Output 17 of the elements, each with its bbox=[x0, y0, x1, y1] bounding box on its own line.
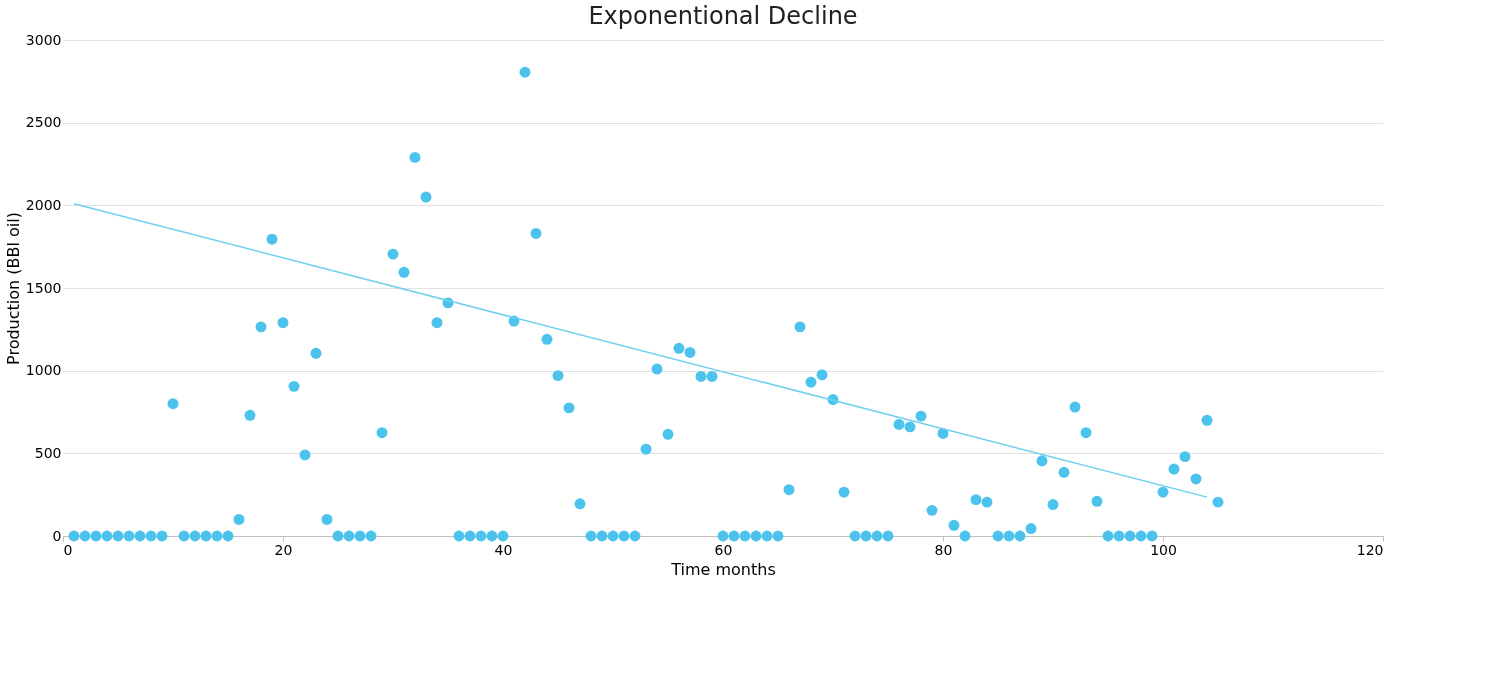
x-tick-label: 60 bbox=[714, 541, 733, 558]
y-tick-label: 0 bbox=[52, 527, 62, 544]
y-tick-label: 2500 bbox=[25, 114, 62, 131]
x-tick-label: 0 bbox=[63, 541, 73, 558]
y-axis-title: Production (BBl oil) bbox=[3, 212, 23, 365]
x-tick-label: 100 bbox=[1150, 541, 1177, 558]
x-tick-label: 40 bbox=[494, 541, 513, 558]
x-tick-label: 20 bbox=[274, 541, 293, 558]
y-tick-label: 500 bbox=[34, 444, 62, 461]
y-tick-label: 1500 bbox=[25, 279, 62, 296]
chart-title: Exponentional Decline bbox=[588, 2, 858, 30]
y-tick-label: 2000 bbox=[25, 196, 62, 213]
x-tick-label: 120 bbox=[1356, 541, 1384, 558]
x-axis-title: Time months bbox=[670, 559, 776, 579]
x-tick-label: 80 bbox=[934, 541, 953, 558]
y-tick-label: 1000 bbox=[25, 362, 62, 379]
y-tick-label: 3000 bbox=[25, 31, 62, 48]
